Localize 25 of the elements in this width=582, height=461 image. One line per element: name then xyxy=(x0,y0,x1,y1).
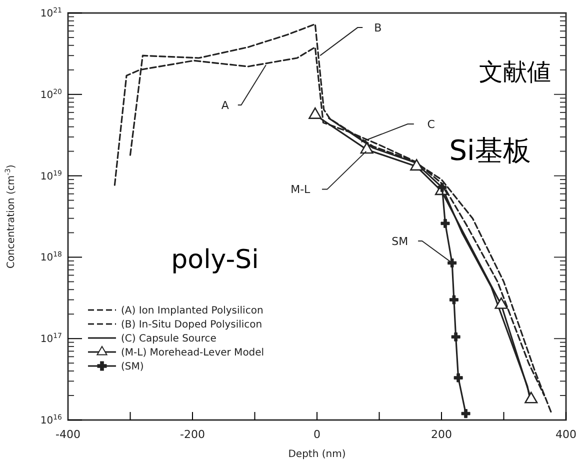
x-tick-label: 200 xyxy=(431,428,452,441)
legend-label: (A) Ion Implanted Polysilicon xyxy=(121,306,264,316)
y-tick-label: 10$^{20}$ xyxy=(40,88,62,101)
y-tick-label: 10$^{21}$ xyxy=(40,6,62,20)
annotation: A xyxy=(221,98,230,112)
annotation: poly-Si xyxy=(171,245,259,275)
y-tick-label: 10$^{16}$ xyxy=(40,414,63,426)
x-tick-label: -200 xyxy=(180,428,205,441)
annotation: B xyxy=(374,21,382,34)
x-tick-label: 400 xyxy=(556,428,576,441)
annotation: Si基板 xyxy=(449,134,531,167)
x-tick-label: -400 xyxy=(56,428,80,441)
annotation: C xyxy=(427,118,436,131)
annotation: SM xyxy=(392,234,408,248)
annotation: M-L xyxy=(290,183,312,196)
x-axis-title: Depth (nm) xyxy=(288,449,346,460)
y-tick-label: 10$^{18}$ xyxy=(40,250,62,264)
legend-label: (B) In-Situ Doped Polysilicon xyxy=(121,320,262,330)
annotation: 文献値 xyxy=(479,58,551,86)
y-tick-label: 10$^{19}$ xyxy=(40,169,62,182)
x-tick-label: 0 xyxy=(314,428,320,441)
y-tick-label: 10$^{17}$ xyxy=(40,332,62,346)
legend-label: (SM) xyxy=(121,362,144,372)
legend-label: (C) Capsule Source xyxy=(121,334,216,344)
legend-label: (M-L) Morehead-Lever Model xyxy=(121,348,264,358)
